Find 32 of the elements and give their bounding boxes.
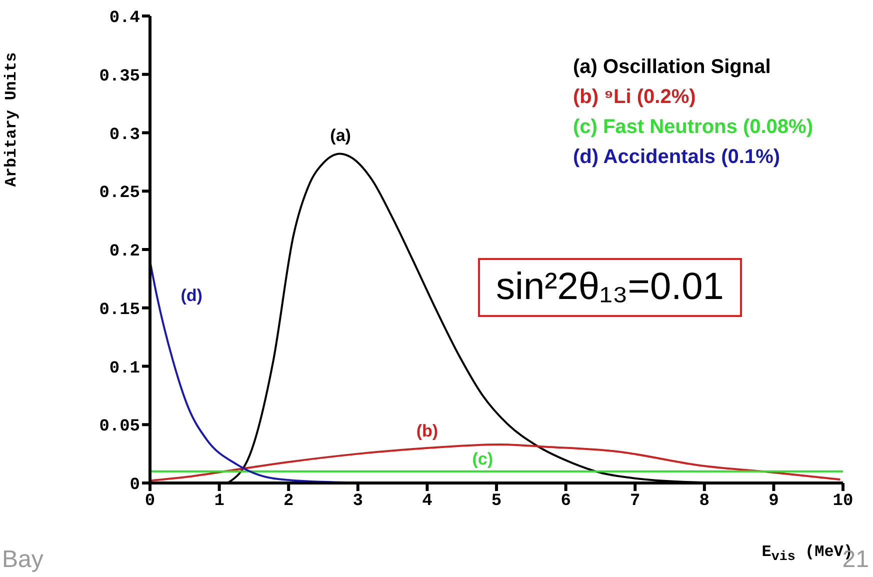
line-series <box>150 443 842 482</box>
text: (a) Oscillation Signal <box>572 55 772 80</box>
x-tick-label: 9 <box>768 492 779 512</box>
x-tick-label: 1 <box>214 492 224 512</box>
x-tick-label: 4 <box>422 492 432 512</box>
annotation: (b) <box>416 421 438 440</box>
annotation: (a) <box>330 126 351 146</box>
x-tick-label: 8 <box>699 492 710 512</box>
annotation: (c) <box>472 450 494 469</box>
annotation: sin²2θ₁₃=0.01 <box>478 258 742 317</box>
x-tick-label: 10 <box>832 492 854 512</box>
x-tick-label: 6 <box>560 492 571 512</box>
text: (c) Fast Neutrons (0.08%) <box>572 115 813 140</box>
y-tick-label: 0.25 <box>99 184 140 204</box>
y-axis-title: Arbitary Units <box>2 52 21 187</box>
y-tick-label: 0.15 <box>99 300 140 320</box>
text: (d) Accidentals (0.1%) <box>572 145 782 170</box>
y-tick-label: 0.1 <box>109 359 140 378</box>
y-tick-label: 0.2 <box>109 242 140 262</box>
x-tick-label: 7 <box>630 492 640 512</box>
x-tick-label: 2 <box>284 492 294 512</box>
x-tick-label: 0 <box>144 492 156 512</box>
text: Bay <box>2 546 44 574</box>
text: (b) ⁹Li (0.2%) <box>572 85 697 110</box>
annotation: (d) <box>180 286 202 306</box>
y-tick-label: 0 <box>130 476 140 496</box>
y-tick-label: 0.4 <box>109 9 140 28</box>
y-tick-label: 0.35 <box>99 67 140 86</box>
x-tick-label: 5 <box>491 492 502 512</box>
y-tick-label: 0.3 <box>109 126 140 145</box>
y-tick-label: 0.05 <box>99 418 140 437</box>
x-tick-label: 3 <box>352 492 363 512</box>
